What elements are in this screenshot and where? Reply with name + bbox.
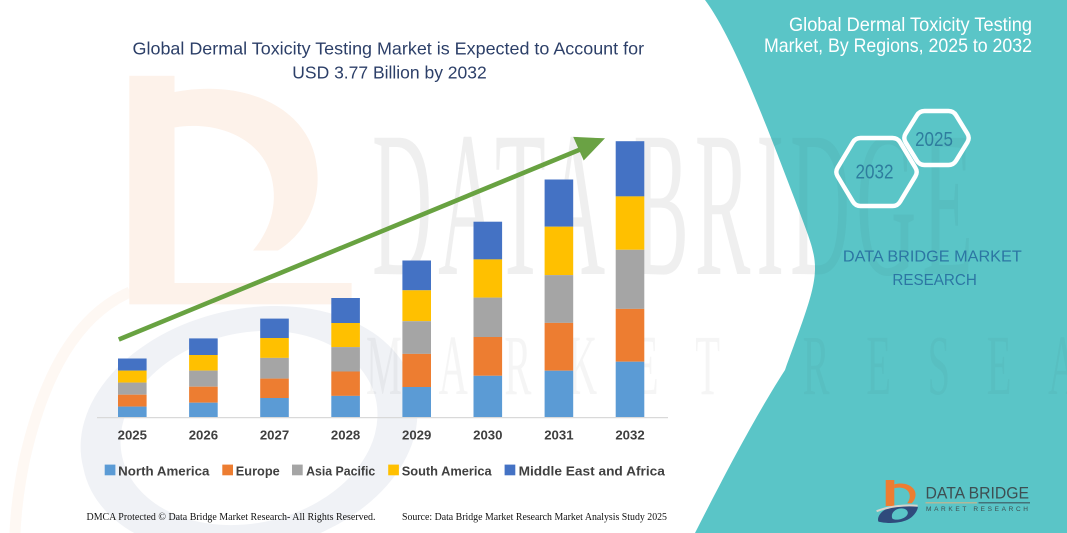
svg-text:Market, By Regions, 2025 to 20: Market, By Regions, 2025 to 2032 — [764, 35, 1032, 57]
svg-text:2026: 2026 — [189, 427, 218, 442]
svg-text:RESEARCH: RESEARCH — [892, 272, 977, 289]
svg-text:DATA BRIDGE: DATA BRIDGE — [926, 484, 1030, 503]
svg-text:Asia Pacific: Asia Pacific — [306, 463, 375, 478]
svg-text:Source: Data Bridge Market Res: Source: Data Bridge Market Research Mark… — [402, 512, 667, 523]
svg-text:Europe: Europe — [236, 463, 280, 478]
svg-text:North America: North America — [118, 463, 210, 478]
svg-text:2031: 2031 — [544, 427, 573, 442]
svg-text:2027: 2027 — [260, 427, 289, 442]
svg-text:2028: 2028 — [331, 427, 360, 442]
svg-text:South America: South America — [402, 463, 493, 478]
svg-text:2025: 2025 — [118, 427, 147, 442]
svg-text:USD 3.77 Billion by 2032: USD 3.77 Billion by 2032 — [292, 63, 486, 83]
svg-text:Global Dermal Toxicity Testing: Global Dermal Toxicity Testing — [789, 14, 1032, 36]
svg-text:2032: 2032 — [615, 427, 644, 442]
svg-text:2025: 2025 — [915, 128, 953, 151]
svg-text:2030: 2030 — [473, 427, 502, 442]
svg-text:2032: 2032 — [856, 161, 894, 184]
svg-text:MARKET RESEARCH: MARKET RESEARCH — [926, 506, 1028, 513]
svg-text:2029: 2029 — [402, 427, 431, 442]
svg-text:DATA BRIDGE MARKET: DATA BRIDGE MARKET — [843, 249, 1022, 266]
svg-text:Global Dermal Toxicity Testing: Global Dermal Toxicity Testing Market is… — [133, 39, 645, 59]
svg-text:Middle East and Africa: Middle East and Africa — [519, 463, 666, 478]
svg-text:DMCA Protected © Data Bridge M: DMCA Protected © Data Bridge Market Rese… — [87, 512, 376, 523]
